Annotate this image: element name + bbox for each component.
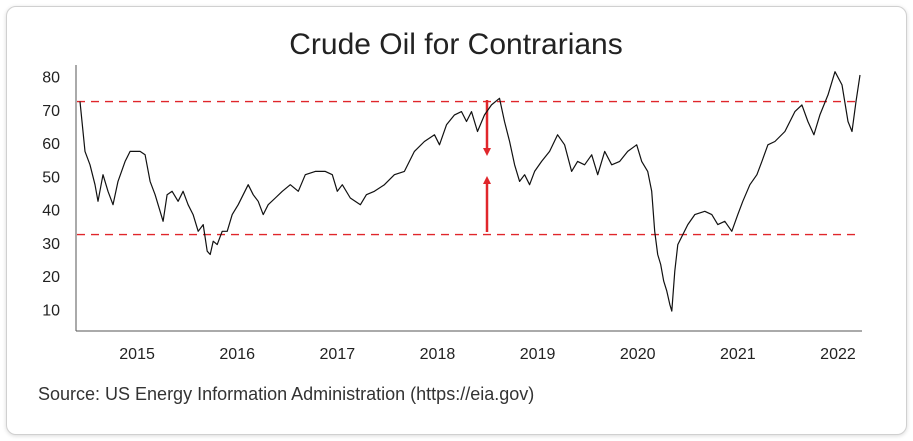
x-tick-label: 2021 — [720, 346, 756, 363]
y-tick-label: 30 — [42, 236, 60, 253]
x-tick-label: 2019 — [520, 346, 556, 363]
y-tick-label: 50 — [42, 169, 60, 186]
y-tick-label: 80 — [42, 70, 60, 87]
x-tick-label: 2022 — [820, 346, 856, 363]
y-tick-label: 40 — [42, 203, 60, 220]
x-tick-label: 2016 — [219, 346, 255, 363]
y-tick-label: 60 — [42, 136, 60, 153]
x-tick-label: 2015 — [119, 346, 155, 363]
x-tick-label: 2017 — [320, 346, 356, 363]
x-tick-label: 2018 — [420, 346, 456, 363]
x-tick-label: 2020 — [620, 346, 656, 363]
y-tick-label: 70 — [42, 103, 60, 120]
price-line — [79, 71, 861, 312]
source-note: Source: US Energy Information Administra… — [38, 384, 534, 404]
card — [6, 6, 907, 435]
chart-title: Crude Oil for Contrarians — [289, 28, 622, 61]
y-tick-label: 10 — [42, 302, 60, 319]
y-tick-label: 20 — [42, 269, 60, 286]
